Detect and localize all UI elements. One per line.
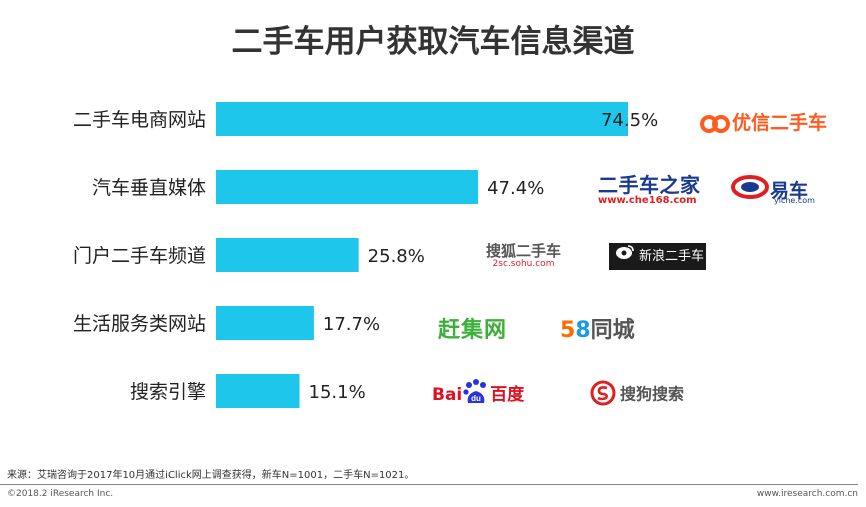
- baidu-cn: 百度: [490, 385, 525, 405]
- bar-chart: 二手车电商网站 74.5% 汽车垂直媒体 47.4% 门户二手车频道 25.8% 生活服务类…: [73, 102, 658, 408]
- baidu-paw-icon: du: [462, 378, 490, 411]
- yiche-icon: [730, 174, 770, 204]
- bar-5: [216, 374, 300, 408]
- sohu-name: 搜狐二手车: [486, 242, 562, 260]
- sina-text: 新浪二手车: [639, 249, 705, 264]
- category-label-1: 二手车电商网站: [73, 109, 206, 131]
- sohu-url: 2sc.sohu.com: [492, 259, 555, 269]
- bar-1: [216, 102, 628, 136]
- source-note: 来源：艾瑞咨询于2017年10月通过iClick网上调查获得，新车N=1001，…: [7, 470, 415, 481]
- chart-title: 二手车用户获取汽车信息渠道: [231, 24, 635, 60]
- bar-4: [216, 306, 314, 340]
- bar-2: [216, 170, 479, 204]
- che168-url: www.che168.com: [598, 195, 697, 206]
- value-label-1: 74.5%: [601, 110, 658, 131]
- category-label-5: 搜索引擎: [130, 381, 206, 403]
- website-link[interactable]: www.iresearch.com.cn: [756, 489, 858, 499]
- uxin-text: 优信二手车: [732, 112, 828, 134]
- sina-eye-icon: [615, 243, 635, 270]
- value-label-4: 17.7%: [323, 314, 380, 335]
- yiche-url: yiche.com: [774, 196, 815, 205]
- uxin-icon: [700, 113, 730, 135]
- value-label-2: 47.4%: [487, 178, 544, 199]
- 58-digit-8: 8: [575, 318, 591, 343]
- sogou-logo: 搜狗搜索: [590, 380, 684, 410]
- yiche-logo: 易车 yiche.com: [730, 174, 815, 205]
- baidu-logo: Bai du 百度: [432, 378, 524, 411]
- footer-divider: [0, 484, 858, 485]
- che168-name: 二手车之家: [598, 173, 701, 197]
- bar-3: [216, 238, 359, 272]
- 58-digit-5: 5: [560, 318, 576, 343]
- sohu-logo: 搜狐二手车 2sc.sohu.com: [486, 243, 561, 270]
- sogou-text: 搜狗搜索: [620, 384, 685, 404]
- value-label-5: 15.1%: [309, 382, 366, 403]
- baidu-paw-text: du: [471, 394, 481, 403]
- sogou-icon: [590, 380, 616, 410]
- 58-text: 同城: [590, 318, 635, 343]
- baidu-en: Bai: [432, 385, 463, 405]
- uxin-logo: 优信二手车: [700, 108, 827, 135]
- sina-logo: 新浪二手车: [609, 243, 706, 270]
- category-label-3: 门户二手车频道: [73, 245, 206, 267]
- che168-logo: 二手车之家 www.che168.com: [598, 175, 701, 207]
- yiche-text: 易车: [770, 179, 809, 202]
- category-label-2: 汽车垂直媒体: [92, 177, 206, 199]
- ganji-logo: 赶集网: [438, 318, 508, 343]
- copyright-text: ©2018.2 iResearch Inc.: [7, 489, 114, 499]
- value-label-3: 25.8%: [368, 246, 425, 267]
- category-label-4: 生活服务类网站: [73, 313, 206, 335]
- 58-logo: 58同城: [560, 312, 635, 344]
